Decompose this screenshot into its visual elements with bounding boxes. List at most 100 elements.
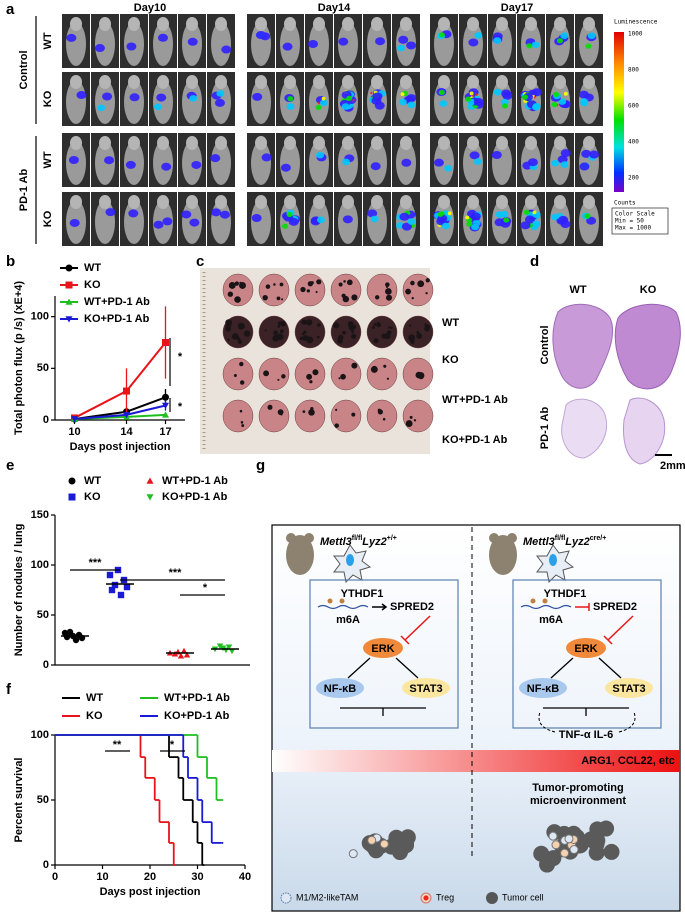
nodule bbox=[310, 281, 314, 285]
genotype-title: Mettl3fl/flLyz2cre/+ bbox=[523, 535, 606, 548]
mouse-head bbox=[70, 75, 82, 89]
kinase bbox=[566, 638, 606, 658]
immune-cell bbox=[551, 840, 561, 850]
target: SPRED2 bbox=[593, 601, 637, 613]
mouse-head bbox=[438, 17, 450, 31]
nodule bbox=[233, 374, 237, 378]
nodule bbox=[346, 279, 353, 286]
mouse-head bbox=[467, 136, 479, 150]
bar bbox=[340, 707, 426, 716]
colorbar-tick: 800 bbox=[628, 67, 639, 74]
signal bbox=[69, 218, 80, 227]
imaging-panel: Day10 Day14 Day17 Control PD-1 Ab WT KO … bbox=[18, 2, 669, 246]
signal bbox=[469, 91, 474, 96]
nodule bbox=[335, 408, 338, 411]
nodule bbox=[316, 279, 322, 285]
genotype-part: Lyz2 bbox=[565, 536, 589, 548]
legend-label: KO bbox=[86, 710, 103, 722]
legend-label: WT bbox=[84, 475, 101, 487]
mouse-head bbox=[342, 136, 354, 150]
methyl bbox=[339, 598, 345, 604]
mouse-body bbox=[153, 80, 173, 124]
nodule bbox=[263, 370, 270, 377]
lung bbox=[366, 399, 398, 433]
lung bbox=[222, 273, 254, 307]
signal bbox=[438, 89, 445, 96]
signal bbox=[210, 154, 221, 163]
y-tick-label: 50 bbox=[37, 362, 49, 374]
nodule bbox=[425, 278, 430, 283]
nodule bbox=[385, 294, 393, 301]
nodule bbox=[383, 364, 387, 368]
data-point bbox=[123, 387, 130, 395]
data-point bbox=[111, 581, 119, 589]
nodule bbox=[301, 319, 307, 325]
mouse-head bbox=[467, 75, 479, 89]
data-point bbox=[71, 416, 78, 423]
mrna bbox=[317, 604, 369, 610]
signal bbox=[401, 222, 412, 231]
day-label: Day10 bbox=[134, 2, 166, 14]
nodule bbox=[239, 282, 246, 289]
signal bbox=[532, 220, 541, 228]
mouse-body bbox=[211, 141, 231, 185]
day-label: Day17 bbox=[501, 2, 533, 14]
mouse-head bbox=[215, 75, 227, 89]
signal bbox=[469, 151, 480, 160]
signal bbox=[341, 103, 350, 110]
mouse-head bbox=[496, 17, 508, 31]
signal bbox=[66, 33, 77, 42]
y-axis-title: Number of nodules / lung bbox=[13, 524, 25, 657]
signal bbox=[308, 39, 319, 48]
nodule bbox=[240, 421, 244, 424]
x-axis-title: Days post injection bbox=[100, 886, 201, 898]
signal bbox=[438, 32, 445, 38]
histology-panel: WT KO Control PD-1 Ab 2mm bbox=[539, 284, 685, 472]
mouse-head bbox=[371, 75, 383, 89]
nodule bbox=[342, 330, 346, 335]
mouse-head bbox=[583, 75, 595, 89]
signal bbox=[370, 91, 373, 95]
data-point bbox=[117, 591, 125, 599]
mouse-head bbox=[70, 17, 82, 31]
cell-box bbox=[309, 579, 459, 729]
mouse-head bbox=[313, 17, 325, 31]
signal bbox=[500, 210, 509, 218]
mouse-head bbox=[284, 195, 296, 209]
mouse-head bbox=[186, 75, 198, 89]
tumor-cell bbox=[398, 837, 415, 854]
legend-label: WT bbox=[84, 262, 101, 274]
factor-label: STAT3 bbox=[612, 683, 645, 695]
data-point bbox=[108, 586, 116, 594]
modification: m6A bbox=[336, 614, 360, 626]
row-label: WT bbox=[42, 151, 54, 168]
mouse-head bbox=[186, 17, 198, 31]
significance-label: * bbox=[178, 401, 183, 413]
tissue bbox=[614, 303, 681, 390]
signal bbox=[589, 150, 600, 159]
nodule bbox=[405, 420, 413, 428]
panel-label: g bbox=[256, 457, 265, 474]
mouse-head bbox=[284, 136, 296, 150]
nodule bbox=[351, 412, 356, 417]
y-tick-label: 100 bbox=[31, 729, 49, 741]
mouse-head bbox=[128, 17, 140, 31]
methyl bbox=[327, 598, 333, 604]
signal bbox=[468, 38, 479, 47]
signal bbox=[342, 215, 353, 224]
nodule bbox=[227, 291, 234, 297]
data-point bbox=[225, 644, 233, 651]
mouse-head bbox=[400, 75, 412, 89]
signal bbox=[129, 93, 140, 102]
nodule bbox=[265, 284, 271, 289]
scale-text: Color Scale bbox=[615, 211, 655, 218]
data-point bbox=[228, 648, 236, 655]
nodule bbox=[281, 298, 284, 301]
signal bbox=[493, 88, 502, 96]
signal bbox=[407, 101, 416, 109]
mouse-head bbox=[255, 136, 267, 150]
signal bbox=[181, 210, 192, 219]
mrna bbox=[520, 604, 572, 610]
mouse-head bbox=[583, 136, 595, 150]
nodule bbox=[272, 335, 279, 342]
